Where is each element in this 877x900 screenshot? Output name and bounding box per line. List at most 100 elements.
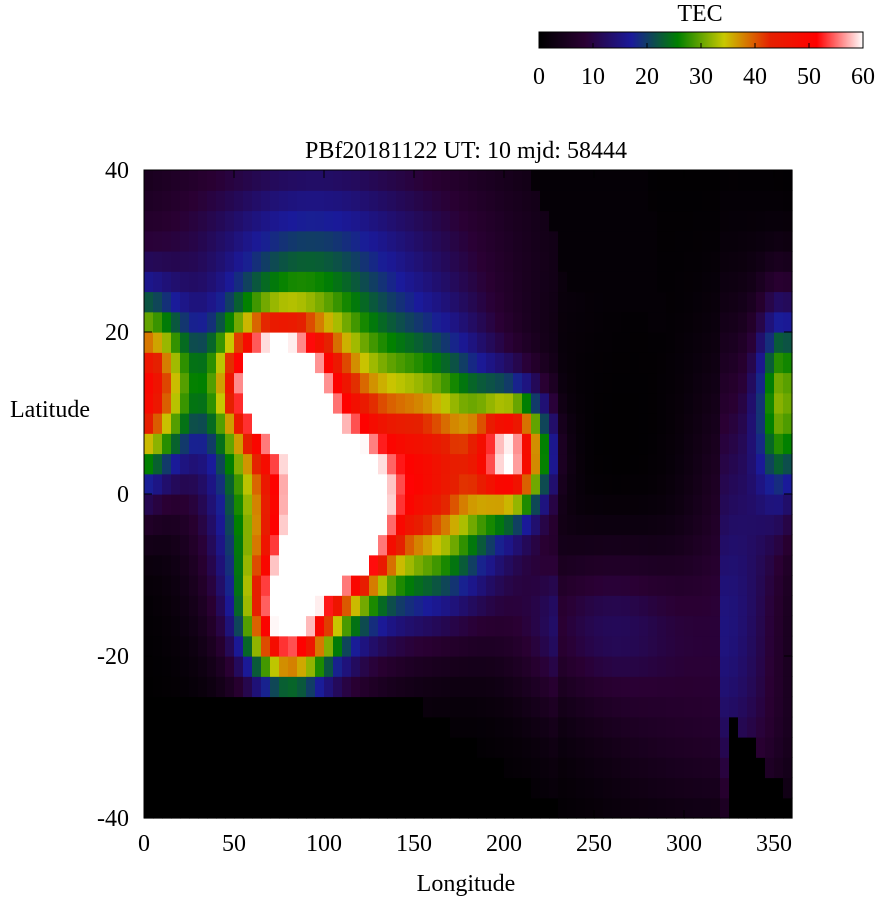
heatmap-cell [414, 494, 424, 515]
heatmap-cell [198, 696, 208, 718]
heatmap-cell [333, 777, 343, 799]
heatmap-cell [540, 595, 550, 617]
heatmap-cell [405, 392, 415, 414]
heatmap-cell [324, 615, 334, 637]
heatmap-cell [603, 716, 613, 738]
heatmap-cell [198, 473, 208, 495]
heatmap-cell [486, 534, 496, 556]
heatmap-cell [567, 190, 577, 212]
heatmap-cell [252, 230, 262, 252]
heatmap-cell [378, 615, 388, 637]
heatmap-cell [747, 494, 757, 515]
heatmap-cell [495, 311, 505, 333]
heatmap-cell [603, 737, 613, 758]
heatmap-cell [369, 332, 379, 353]
heatmap-cell [252, 413, 262, 434]
heatmap-cell [774, 615, 784, 637]
heatmap-cell [720, 575, 730, 596]
heatmap-cell [234, 656, 244, 677]
heatmap-cell [621, 352, 631, 374]
heatmap-cell [486, 716, 496, 738]
heatmap-cell [477, 392, 487, 414]
heatmap-cell [144, 615, 154, 637]
heatmap-cell [522, 271, 532, 293]
heatmap-cell [693, 311, 703, 333]
heatmap-cell [648, 595, 658, 617]
heatmap-cell [630, 696, 640, 718]
heatmap-cell [711, 190, 721, 212]
heatmap-cell [504, 494, 514, 515]
heatmap-cell [162, 251, 172, 272]
heatmap-cell [279, 777, 289, 799]
heatmap-cell [225, 595, 235, 617]
heatmap-cell [639, 271, 649, 293]
heatmap-cell [378, 190, 388, 212]
heatmap-cell [738, 291, 748, 313]
heatmap-cell [648, 311, 658, 333]
heatmap-cell [684, 696, 694, 718]
heatmap-cell [576, 494, 586, 515]
heatmap-cell [468, 696, 478, 718]
heatmap-cell [612, 413, 622, 434]
heatmap-cell [243, 311, 253, 333]
heatmap-cell [387, 453, 397, 475]
heatmap-cell [666, 716, 676, 738]
heatmap-cell [171, 797, 181, 819]
heatmap-cell [450, 453, 460, 475]
heatmap-cell [243, 352, 253, 374]
heatmap-cell [225, 332, 235, 353]
heatmap-cell [702, 453, 712, 475]
heatmap-cell [585, 392, 595, 414]
heatmap-cell [225, 170, 235, 191]
heatmap-cell [495, 190, 505, 212]
heatmap-cell [486, 676, 496, 698]
heatmap-cell [414, 352, 424, 374]
heatmap-cell [369, 210, 379, 232]
heatmap-cell [558, 514, 568, 536]
heatmap-cell [378, 737, 388, 758]
heatmap-cell [180, 615, 190, 637]
heatmap-cell [144, 575, 154, 596]
heatmap-cell [576, 757, 586, 779]
heatmap-cell [639, 575, 649, 596]
heatmap-cell [738, 473, 748, 495]
heatmap-cell [468, 716, 478, 738]
heatmap-cell [234, 676, 244, 698]
heatmap-cell [252, 332, 262, 353]
heatmap-cell [342, 271, 352, 293]
heatmap-cell [243, 635, 253, 657]
heatmap-cell [252, 554, 262, 576]
heatmap-cell [297, 332, 307, 353]
heatmap-cell [297, 291, 307, 313]
heatmap-cell [333, 190, 343, 212]
heatmap-cell [279, 595, 289, 617]
heatmap-cell [567, 615, 577, 637]
heatmap-cell [675, 473, 685, 495]
heatmap-cell [414, 251, 424, 272]
heatmap-cell [207, 190, 217, 212]
heatmap-cell [783, 271, 793, 293]
heatmap-cell [405, 473, 415, 495]
heatmap-cell [207, 534, 217, 556]
heatmap-cell [396, 716, 406, 738]
heatmap-cell [585, 311, 595, 333]
heatmap-cell [756, 534, 766, 556]
heatmap-cell [666, 210, 676, 232]
heatmap-cell [702, 676, 712, 698]
heatmap-cell [207, 676, 217, 698]
heatmap-cell [747, 514, 757, 536]
heatmap-cell [594, 291, 604, 313]
heatmap-cell [477, 352, 487, 374]
heatmap-cell [702, 210, 712, 232]
heatmap-cell [351, 494, 361, 515]
heatmap-cell [207, 737, 217, 758]
heatmap-cell [756, 473, 766, 495]
heatmap-cell [774, 595, 784, 617]
heatmap-cell [423, 777, 433, 799]
heatmap-cell [603, 433, 613, 455]
heatmap-cell [432, 453, 442, 475]
heatmap-cell [486, 656, 496, 677]
heatmap-cell [369, 352, 379, 374]
heatmap-cell [333, 433, 343, 455]
heatmap-cell [261, 473, 271, 495]
